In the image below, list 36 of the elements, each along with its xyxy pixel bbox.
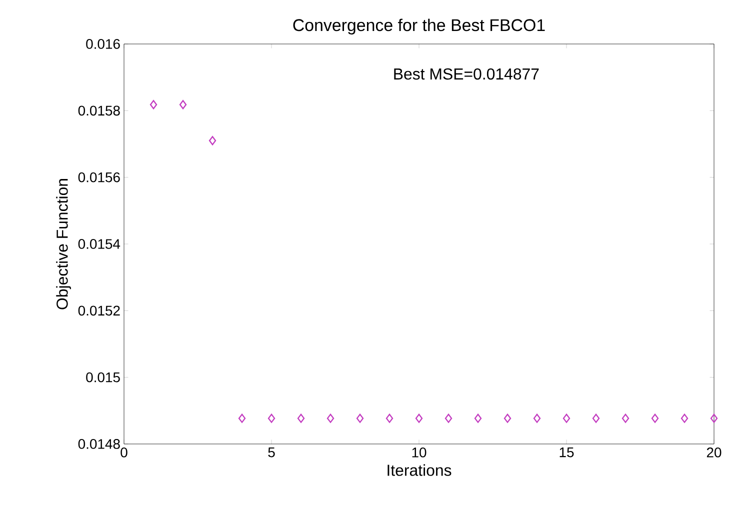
point — [208, 136, 216, 146]
point — [651, 414, 659, 423]
point — [622, 414, 630, 423]
point — [680, 414, 688, 423]
point — [238, 414, 246, 423]
y-tick-label: 0.0154 — [78, 239, 120, 249]
point — [710, 414, 718, 423]
point — [474, 414, 482, 423]
point — [562, 414, 570, 423]
y-axis-title: Objective Function — [56, 179, 71, 310]
y-tick-label: 0.0148 — [78, 439, 120, 449]
point — [297, 414, 305, 423]
point — [415, 414, 423, 423]
point — [533, 414, 541, 423]
x-tick-label: 15 — [560, 448, 574, 458]
annotation: Best MSE=0.014877 — [394, 68, 539, 80]
y-tick-label: 0.015 — [86, 372, 120, 382]
x-tick-label: 10 — [412, 447, 426, 458]
point — [150, 100, 158, 110]
x-tick-label: 5 — [268, 448, 275, 458]
y-tick-label: 0.016 — [86, 39, 120, 49]
point — [179, 100, 187, 110]
point — [444, 414, 452, 423]
y-tick-label: 0.0158 — [78, 106, 120, 116]
point — [386, 414, 394, 423]
y-tick-label: 0.0156 — [78, 172, 120, 182]
point — [356, 414, 364, 423]
point — [268, 414, 276, 423]
point — [326, 414, 334, 423]
x-tick-label: 0 — [120, 447, 128, 458]
point — [504, 414, 512, 423]
x-tick-label: 20 — [706, 447, 722, 458]
chart-title: Convergence for the Best FBCO1 — [293, 18, 545, 34]
point — [592, 414, 600, 423]
x-axis-title: Iterations — [388, 464, 452, 476]
y-tick-label: 0.0152 — [78, 306, 120, 316]
